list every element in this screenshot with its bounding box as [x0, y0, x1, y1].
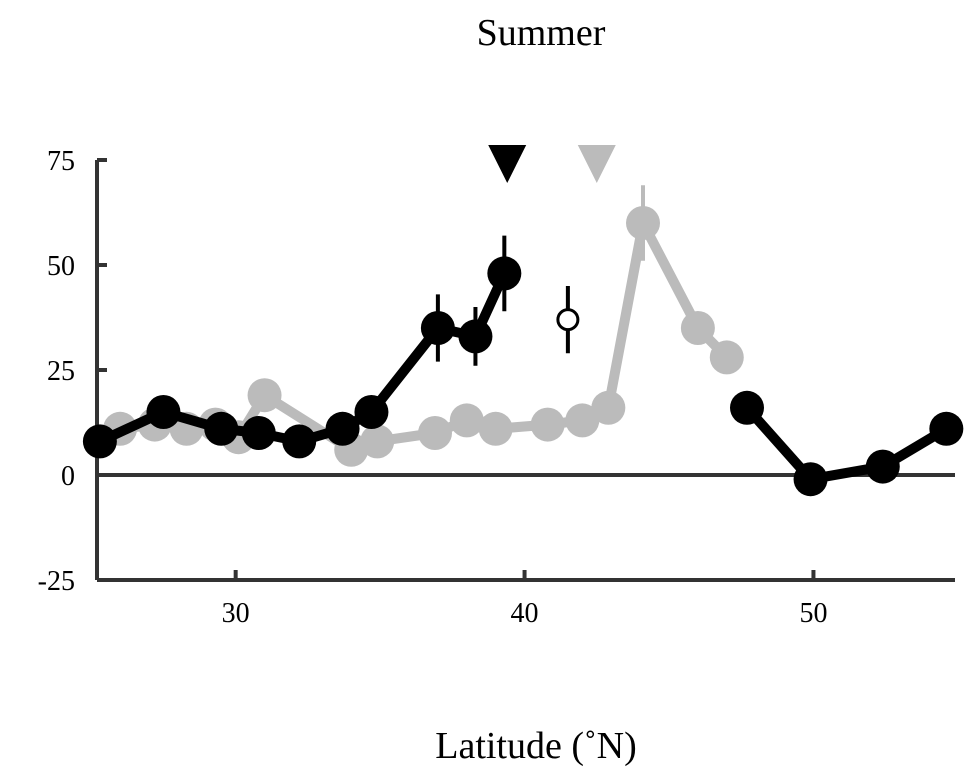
- data-point: [146, 395, 181, 429]
- data-point: [478, 411, 513, 446]
- data-point: [82, 424, 117, 459]
- y-tick-label: 75: [47, 146, 75, 177]
- data-point: [530, 407, 565, 442]
- data-point: [865, 449, 900, 484]
- series-1: [82, 235, 522, 459]
- y-tick-label: 25: [47, 356, 75, 387]
- x-tick-label: 50: [799, 598, 827, 629]
- series-layer: [82, 185, 964, 497]
- data-point: [591, 390, 626, 425]
- data-point: [247, 378, 282, 413]
- data-point: [458, 319, 493, 354]
- data-point: [680, 311, 715, 345]
- data-point: [565, 403, 600, 438]
- data-point: [487, 256, 522, 291]
- data-point: [793, 462, 828, 497]
- data-point: [730, 390, 764, 425]
- data-point: [418, 416, 452, 450]
- x-tick-label: 30: [222, 598, 250, 629]
- data-point: [709, 340, 744, 375]
- triangle-marker: [577, 145, 616, 183]
- y-tick-label: 0: [61, 461, 75, 492]
- data-point: [626, 206, 660, 240]
- data-point: [282, 424, 317, 459]
- data-point: [354, 395, 389, 429]
- series-line: [742, 402, 952, 485]
- data-point: [241, 416, 276, 450]
- x-axis-label: Latitude (˚N): [435, 725, 637, 767]
- data-point: [325, 411, 360, 446]
- data-point: [929, 411, 964, 446]
- data-point: [204, 411, 239, 446]
- y-tick-label: -25: [38, 566, 75, 597]
- data-point: [449, 403, 484, 438]
- x-tick-label: 40: [511, 598, 539, 629]
- chart-title: Summer: [477, 12, 606, 54]
- y-tick-label: 50: [47, 251, 75, 282]
- data-point: [360, 424, 395, 459]
- series-2: [730, 390, 964, 497]
- axes: 75 50 25 0 -25 30 40 50: [38, 146, 955, 629]
- extras-layer: [488, 145, 616, 354]
- data-point: [420, 311, 455, 345]
- open-point: [556, 308, 580, 332]
- series-line: [94, 268, 510, 447]
- triangle-marker: [488, 145, 527, 183]
